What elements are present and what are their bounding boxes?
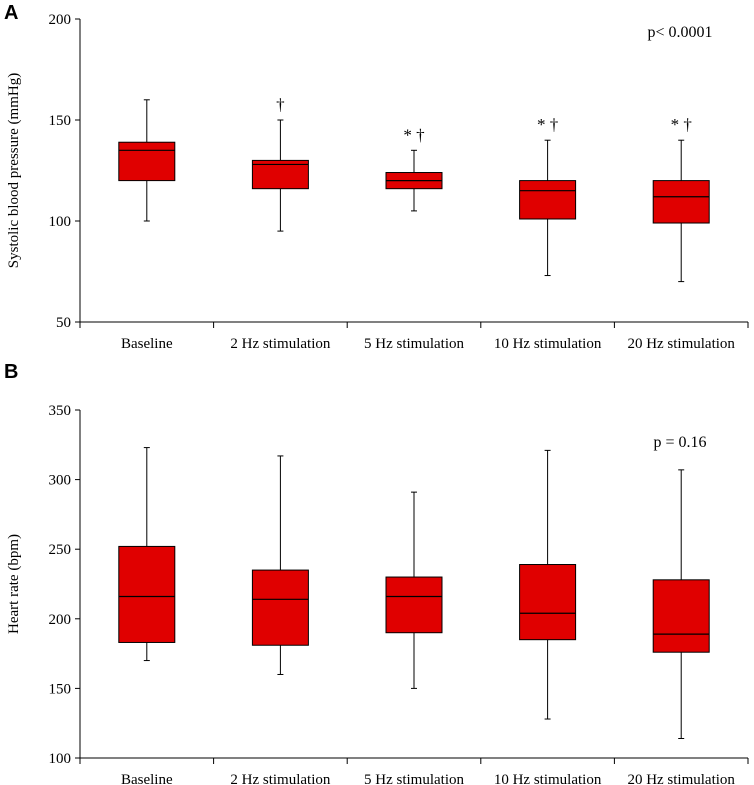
y-tick-label: 100 <box>49 751 72 767</box>
box-5 <box>652 469 710 740</box>
iqr-box <box>118 545 176 643</box>
significance-annotation: * † <box>671 115 692 134</box>
y-tick-label: 50 <box>56 315 71 331</box>
panel-letter: A <box>4 2 18 24</box>
p-value-label: p< 0.0001 <box>647 24 712 41</box>
iqr-box <box>652 579 710 653</box>
box-1 <box>118 99 176 222</box>
panel-letter: B <box>4 361 18 383</box>
box-3 <box>385 491 443 689</box>
x-category-label: Baseline <box>121 336 173 352</box>
iqr-box <box>519 564 577 641</box>
box-3: * † <box>385 125 443 212</box>
significance-annotation: * † <box>403 125 424 144</box>
y-tick-label: 200 <box>49 612 72 628</box>
y-axis-label: Heart rate (bpm) <box>6 534 22 634</box>
x-category-label: 10 Hz stimulation <box>494 772 602 785</box>
y-tick-label: 250 <box>49 542 72 558</box>
y-axis-label: Systolic blood pressure (mmHg) <box>6 73 22 268</box>
significance-annotation: * † <box>537 115 558 134</box>
box-5: * † <box>652 115 710 283</box>
x-category-label: Baseline <box>121 772 173 785</box>
box-4: * † <box>519 115 577 277</box>
y-tick-label: 100 <box>49 214 72 230</box>
y-tick-label: 150 <box>49 113 72 129</box>
y-tick-label: 350 <box>49 403 72 419</box>
iqr-box <box>385 576 443 634</box>
y-tick-label: 200 <box>49 12 72 28</box>
x-category-label: 2 Hz stimulation <box>230 772 330 785</box>
chart-panel-b: B 100 150 200 250 300 350 Heart rate (bpm) Basel… <box>4 361 749 785</box>
p-value-label: p = 0.16 <box>653 434 706 451</box>
iqr-box <box>519 180 577 220</box>
x-category-label: 20 Hz stimulation <box>627 772 735 785</box>
iqr-box <box>652 180 710 224</box>
x-category-label: 5 Hz stimulation <box>364 772 464 785</box>
box-2: † <box>251 95 309 232</box>
significance-annotation: † <box>276 95 285 114</box>
box-2 <box>251 455 309 675</box>
iqr-box <box>118 141 176 182</box>
x-category-label: 5 Hz stimulation <box>364 336 464 352</box>
box-1 <box>118 447 176 662</box>
box-4 <box>519 449 577 720</box>
x-category-label: 20 Hz stimulation <box>627 336 735 352</box>
x-category-label: 10 Hz stimulation <box>494 336 602 352</box>
x-category-label: 2 Hz stimulation <box>230 336 330 352</box>
y-tick-label: 150 <box>49 681 72 697</box>
y-tick-label: 300 <box>49 473 72 489</box>
iqr-box <box>251 159 309 190</box>
chart-panel-a: A 50 100 150 200 Systolic blood pressure (mmH… <box>4 2 749 352</box>
iqr-box <box>251 569 309 646</box>
